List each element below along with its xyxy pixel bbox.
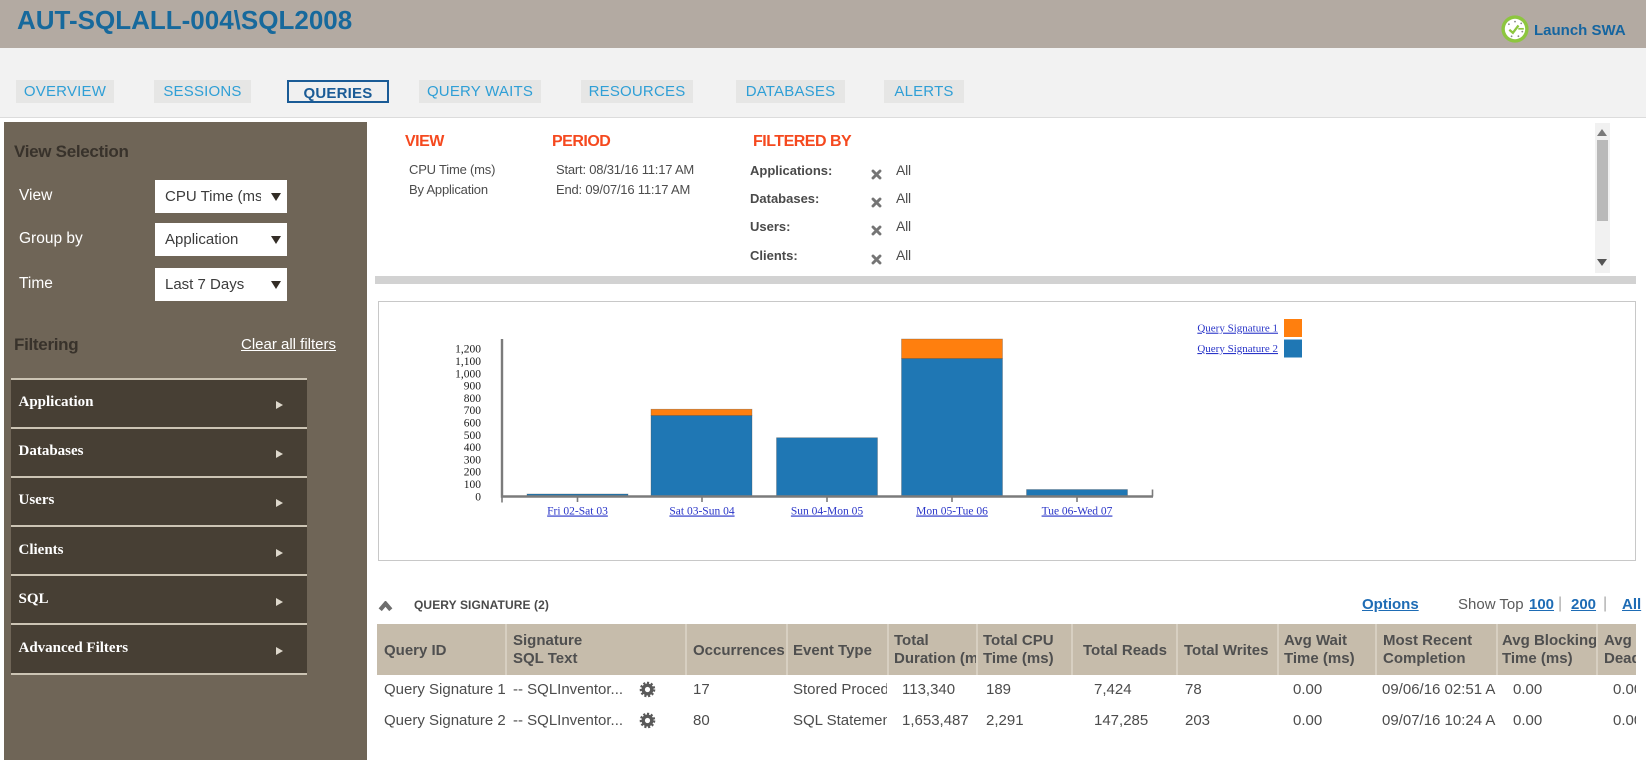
svg-text:Fri 02-Sat 03: Fri 02-Sat 03 [547, 506, 608, 518]
svg-text:Query Signature 1: Query Signature 1 [1197, 323, 1278, 335]
svg-text:1,200: 1,200 [455, 344, 481, 356]
svg-text:800: 800 [464, 393, 482, 405]
svg-text:Sun 04-Mon 05: Sun 04-Mon 05 [791, 506, 863, 518]
svg-text:0: 0 [475, 491, 481, 503]
svg-text:500: 500 [464, 430, 482, 442]
svg-text:700: 700 [464, 405, 482, 417]
svg-text:Query Signature 2: Query Signature 2 [1197, 343, 1278, 355]
svg-text:600: 600 [464, 418, 482, 430]
svg-text:Sat 03-Sun 04: Sat 03-Sun 04 [669, 506, 734, 518]
svg-text:Mon 05-Tue 06: Mon 05-Tue 06 [916, 506, 988, 518]
svg-text:400: 400 [464, 442, 482, 454]
svg-text:Tue 06-Wed 07: Tue 06-Wed 07 [1042, 506, 1113, 518]
svg-text:300: 300 [464, 454, 482, 466]
svg-text:1,000: 1,000 [455, 368, 481, 380]
svg-text:100: 100 [464, 479, 482, 491]
svg-text:900: 900 [464, 381, 482, 393]
svg-text:1,100: 1,100 [455, 356, 481, 368]
svg-text:200: 200 [464, 467, 482, 479]
